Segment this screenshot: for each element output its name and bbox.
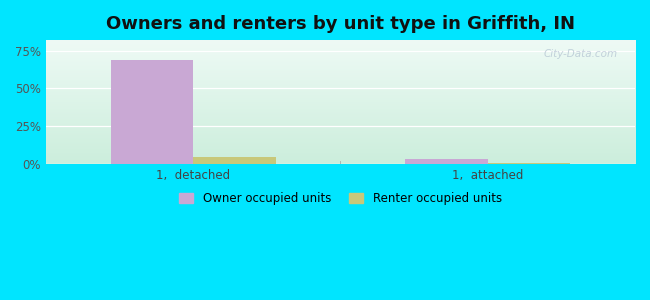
Bar [193,157,276,164]
Bar [111,61,193,164]
Title: Owners and renters by unit type in Griffith, IN: Owners and renters by unit type in Griff… [106,15,575,33]
Bar [405,159,488,164]
Bar [488,163,570,164]
Legend: Owner occupied units, Renter occupied units: Owner occupied units, Renter occupied un… [174,188,506,210]
Text: City-Data.com: City-Data.com [543,49,618,59]
